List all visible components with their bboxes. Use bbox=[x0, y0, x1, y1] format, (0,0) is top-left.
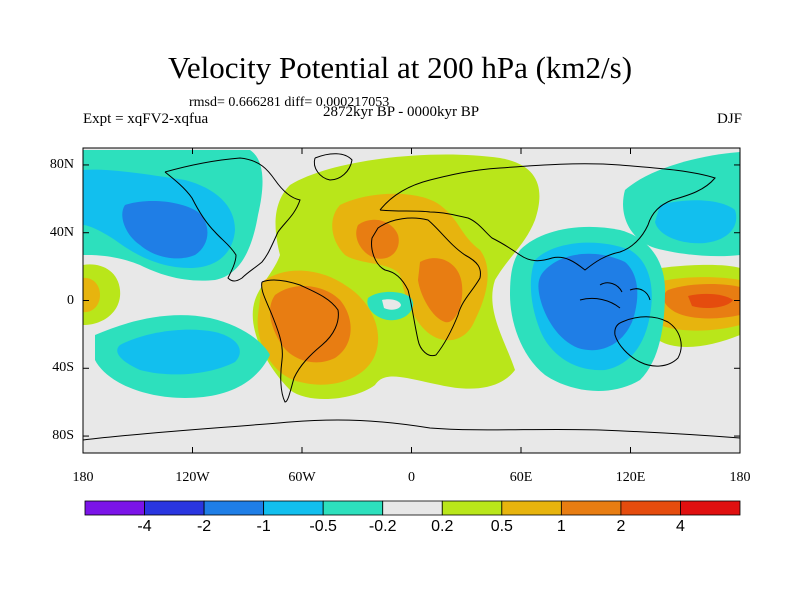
contour-darkorange-central-africa bbox=[418, 258, 463, 323]
colorbar bbox=[84, 500, 741, 516]
axis-ticks bbox=[82, 148, 741, 453]
lat-tick-label: 80N bbox=[49, 156, 74, 172]
colorbar-label: -0.5 bbox=[309, 518, 337, 535]
lon-tick-label: 60W bbox=[288, 470, 316, 485]
coastline-north-america bbox=[164, 157, 301, 282]
lat-tick-label: 0 bbox=[67, 292, 74, 308]
coastline-australia bbox=[614, 316, 682, 367]
contour-blue-indo-pacific bbox=[538, 253, 638, 351]
colorbar-swatch bbox=[84, 500, 145, 516]
colorbar-swatch bbox=[322, 500, 384, 516]
colorbar-swatch bbox=[144, 500, 205, 516]
colorbar-label: -0.2 bbox=[368, 518, 397, 535]
coastline-eurasia bbox=[379, 163, 716, 271]
period-label: 2872kyr BP - 0000kyr BP bbox=[323, 104, 480, 120]
lon-tick-label: 0 bbox=[408, 470, 415, 485]
colorbar-label: -4 bbox=[137, 518, 152, 535]
colorbar-label: 0.2 bbox=[431, 518, 454, 535]
contour-red-east-pacific bbox=[688, 293, 733, 308]
colorbar-swatch bbox=[263, 500, 324, 516]
colorbar-label: 1 bbox=[556, 518, 566, 535]
coastline-antarctica bbox=[83, 419, 740, 441]
coastline-greenland bbox=[313, 153, 353, 181]
colorbar-swatch bbox=[382, 500, 443, 516]
lat-tick-label: 40S bbox=[52, 360, 74, 376]
colorbar-swatch bbox=[620, 500, 681, 516]
contour-blue-north-pacific bbox=[122, 200, 208, 259]
lon-tick-label: 120E bbox=[615, 470, 646, 485]
colorbar-label: -1 bbox=[256, 518, 271, 535]
lat-tick-label: 80S bbox=[52, 428, 74, 444]
colorbar-swatch bbox=[560, 500, 622, 516]
colorbar-swatch bbox=[680, 500, 741, 516]
coastlines bbox=[83, 153, 740, 441]
lat-tick-label: 40N bbox=[49, 224, 74, 240]
experiment-label: Expt = xqFV2-xqfua bbox=[83, 111, 209, 127]
contour-darkorange-south-america bbox=[269, 285, 351, 363]
season-label: DJF bbox=[716, 111, 742, 127]
rmsd-diff-text: rmsd= 0.666281 diff= 0.000217053 bbox=[189, 95, 390, 110]
colorbar-swatch bbox=[203, 500, 265, 516]
coastline-africa bbox=[371, 217, 481, 357]
colorbar-label: 0.5 bbox=[490, 518, 513, 535]
figure-title: Velocity Potential at 200 hPa (km2/s) bbox=[167, 50, 633, 85]
colorbar-label: 2 bbox=[616, 518, 626, 535]
contour-cyan-northwest-pacific bbox=[655, 200, 737, 244]
contour-orange-west-edge bbox=[83, 277, 100, 313]
lon-tick-label: 60E bbox=[509, 470, 533, 485]
colorbar-swatch bbox=[501, 500, 562, 516]
contour-cyan-southeast-pacific bbox=[117, 329, 240, 375]
lon-tick-label: 180 bbox=[72, 470, 94, 485]
contour-darkorange-north-africa bbox=[356, 219, 399, 259]
colorbar-label: 4 bbox=[676, 518, 685, 535]
contour-gray-south-atlantic bbox=[382, 299, 401, 310]
lon-tick-label: 180 bbox=[729, 470, 751, 485]
coastline-south-america bbox=[261, 279, 339, 403]
colorbar-label: -2 bbox=[196, 518, 212, 535]
coastline-maritime-continent bbox=[579, 282, 651, 309]
map-field bbox=[83, 148, 740, 453]
lon-tick-label: 120W bbox=[175, 470, 210, 485]
colorbar-swatch bbox=[441, 500, 503, 516]
